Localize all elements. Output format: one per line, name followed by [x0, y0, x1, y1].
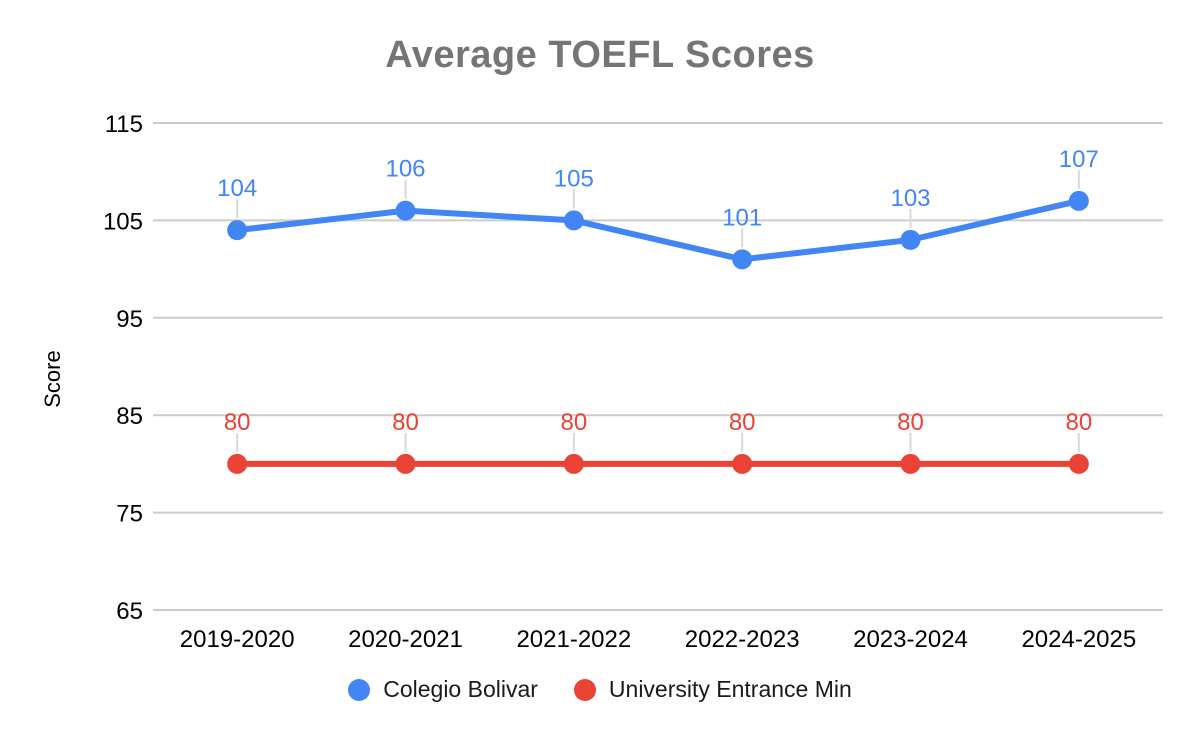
legend-label: Colegio Bolivar: [383, 676, 538, 702]
y-tick-label: 75: [116, 501, 143, 528]
data-label: 80: [392, 409, 419, 436]
legend-label: University Entrance Min: [608, 676, 852, 702]
chart-title: Average TOEFL Scores: [385, 34, 815, 76]
y-tick-label: 95: [116, 306, 143, 333]
y-tick-label: 115: [105, 111, 143, 138]
data-point: [732, 453, 753, 474]
data-point: [732, 249, 753, 270]
legend-marker-circle-icon: [573, 678, 596, 701]
data-label: 80: [1065, 409, 1092, 436]
data-point: [395, 200, 416, 221]
data-point: [900, 229, 921, 250]
series-line: [234, 197, 1082, 263]
legend-marker-circle-icon: [348, 678, 371, 701]
data-label: 103: [890, 185, 930, 212]
y-tick-label: 85: [116, 403, 143, 430]
y-tick-label: 65: [116, 598, 143, 625]
data-label: 80: [729, 409, 756, 436]
data-label: 101: [722, 204, 762, 231]
data-point: [900, 453, 921, 474]
legend-item-university-entrance-min[interactable]: University Entrance Min: [573, 676, 852, 703]
x-tick-label: 2020-2021: [348, 626, 463, 653]
x-tick-label: 2023-2024: [853, 626, 968, 653]
legend-item-colegio-bolivar[interactable]: Colegio Bolivar: [348, 676, 538, 703]
data-point: [563, 453, 584, 474]
data-label: 80: [897, 409, 924, 436]
data-point: [227, 453, 248, 474]
data-label: 105: [554, 165, 594, 192]
data-label: 80: [560, 409, 587, 436]
data-point: [395, 453, 416, 474]
data-label: 80: [224, 409, 251, 436]
data-point: [563, 210, 584, 231]
data-label: 107: [1059, 146, 1099, 173]
x-tick-label: 2024-2025: [1021, 626, 1136, 653]
x-tick-label: 2022-2023: [685, 626, 800, 653]
y-tick-label: 105: [103, 208, 143, 235]
legend: Colegio Bolivar University Entrance Min: [0, 676, 1200, 703]
data-label: 104: [217, 175, 257, 202]
data-point: [1068, 190, 1089, 211]
data-label: 106: [385, 156, 425, 183]
x-tick-label: 2021-2022: [516, 626, 631, 653]
data-point: [227, 220, 248, 241]
data-point: [1068, 453, 1089, 474]
x-tick-label: 2019-2020: [180, 626, 295, 653]
